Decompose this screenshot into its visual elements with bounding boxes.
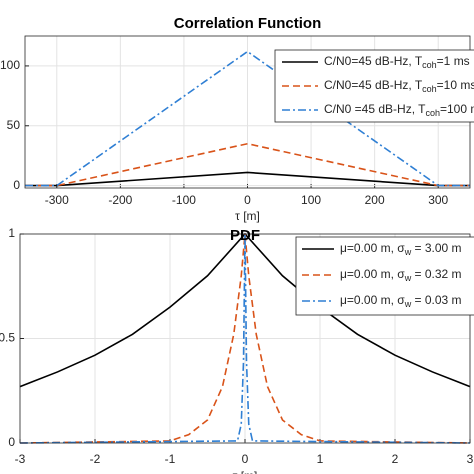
x-tick-label: 2 — [392, 452, 399, 466]
x-tick-label: -300 — [45, 193, 69, 207]
legend-text: w — [404, 247, 412, 257]
legend-text: = 3.00 m — [411, 241, 461, 255]
axes-box — [19, 233, 471, 444]
legend-text: w — [404, 273, 412, 283]
legend-text: =100 ms — [440, 102, 474, 116]
x-axis-label: τ [m] — [233, 469, 258, 474]
legend-text: C/N0=45 dB-Hz, T — [324, 54, 423, 68]
x-tick-label: -2 — [90, 452, 101, 466]
x-tick-label: 3 — [467, 452, 474, 466]
legend-text: μ=0.00 m, σ — [340, 267, 405, 281]
data-line — [25, 50, 470, 187]
legend-text: w — [404, 299, 412, 309]
chart-title: Correlation Function — [174, 15, 322, 32]
legend-text: =1 ms — [437, 54, 470, 68]
legend-label: μ=0.00 m, σw = 0.03 m — [340, 293, 462, 309]
legend-text: coh — [425, 108, 440, 118]
x-tick-label: -200 — [108, 193, 132, 207]
legend-label: C/N0 =45 dB-Hz, Tcoh=100 ms — [324, 102, 474, 118]
y-tick-label: 0 — [8, 435, 15, 449]
x-tick-label: 300 — [428, 193, 448, 207]
y-tick-label: 1 — [8, 226, 15, 240]
legend-label: C/N0=45 dB-Hz, Tcoh=10 ms — [324, 78, 474, 94]
legend-text: = 0.03 m — [411, 293, 461, 307]
chart-title: PDF — [230, 227, 260, 244]
legend-label: C/N0=45 dB-Hz, Tcoh=1 ms — [324, 54, 470, 70]
y-tick-label: 0 — [13, 178, 20, 192]
x-tick-label: 0 — [244, 193, 251, 207]
x-tick-label: 0 — [242, 452, 249, 466]
legend-label: μ=0.00 m, σw = 3.00 m — [340, 241, 462, 257]
legend-text: μ=0.00 m, σ — [340, 293, 405, 307]
x-tick-label: 1 — [317, 452, 324, 466]
legend-text: coh — [422, 60, 437, 70]
x-axis-label: τ [m] — [235, 209, 260, 223]
x-tick-label: 100 — [301, 193, 321, 207]
data-line — [19, 233, 471, 444]
y-tick-label: 50 — [7, 118, 21, 132]
y-tick-label: 0.5 — [0, 331, 15, 345]
legend-text: C/N0=45 dB-Hz, T — [324, 78, 423, 92]
y-tick-label: 100 — [0, 58, 20, 72]
x-tick-label: -1 — [165, 452, 176, 466]
legend-text: μ=0.00 m, σ — [340, 241, 405, 255]
legend-box — [295, 236, 474, 316]
legend-label: μ=0.00 m, σw = 0.32 m — [340, 267, 462, 283]
legend-text: = 0.32 m — [411, 267, 461, 281]
data-line — [19, 233, 471, 444]
x-tick-label: 200 — [365, 193, 385, 207]
legend-text: =10 ms — [437, 78, 474, 92]
x-tick-label: -100 — [172, 193, 196, 207]
legend-text: C/N0 =45 dB-Hz, T — [324, 102, 426, 116]
legend-text: coh — [422, 84, 437, 94]
x-tick-label: -3 — [15, 452, 26, 466]
